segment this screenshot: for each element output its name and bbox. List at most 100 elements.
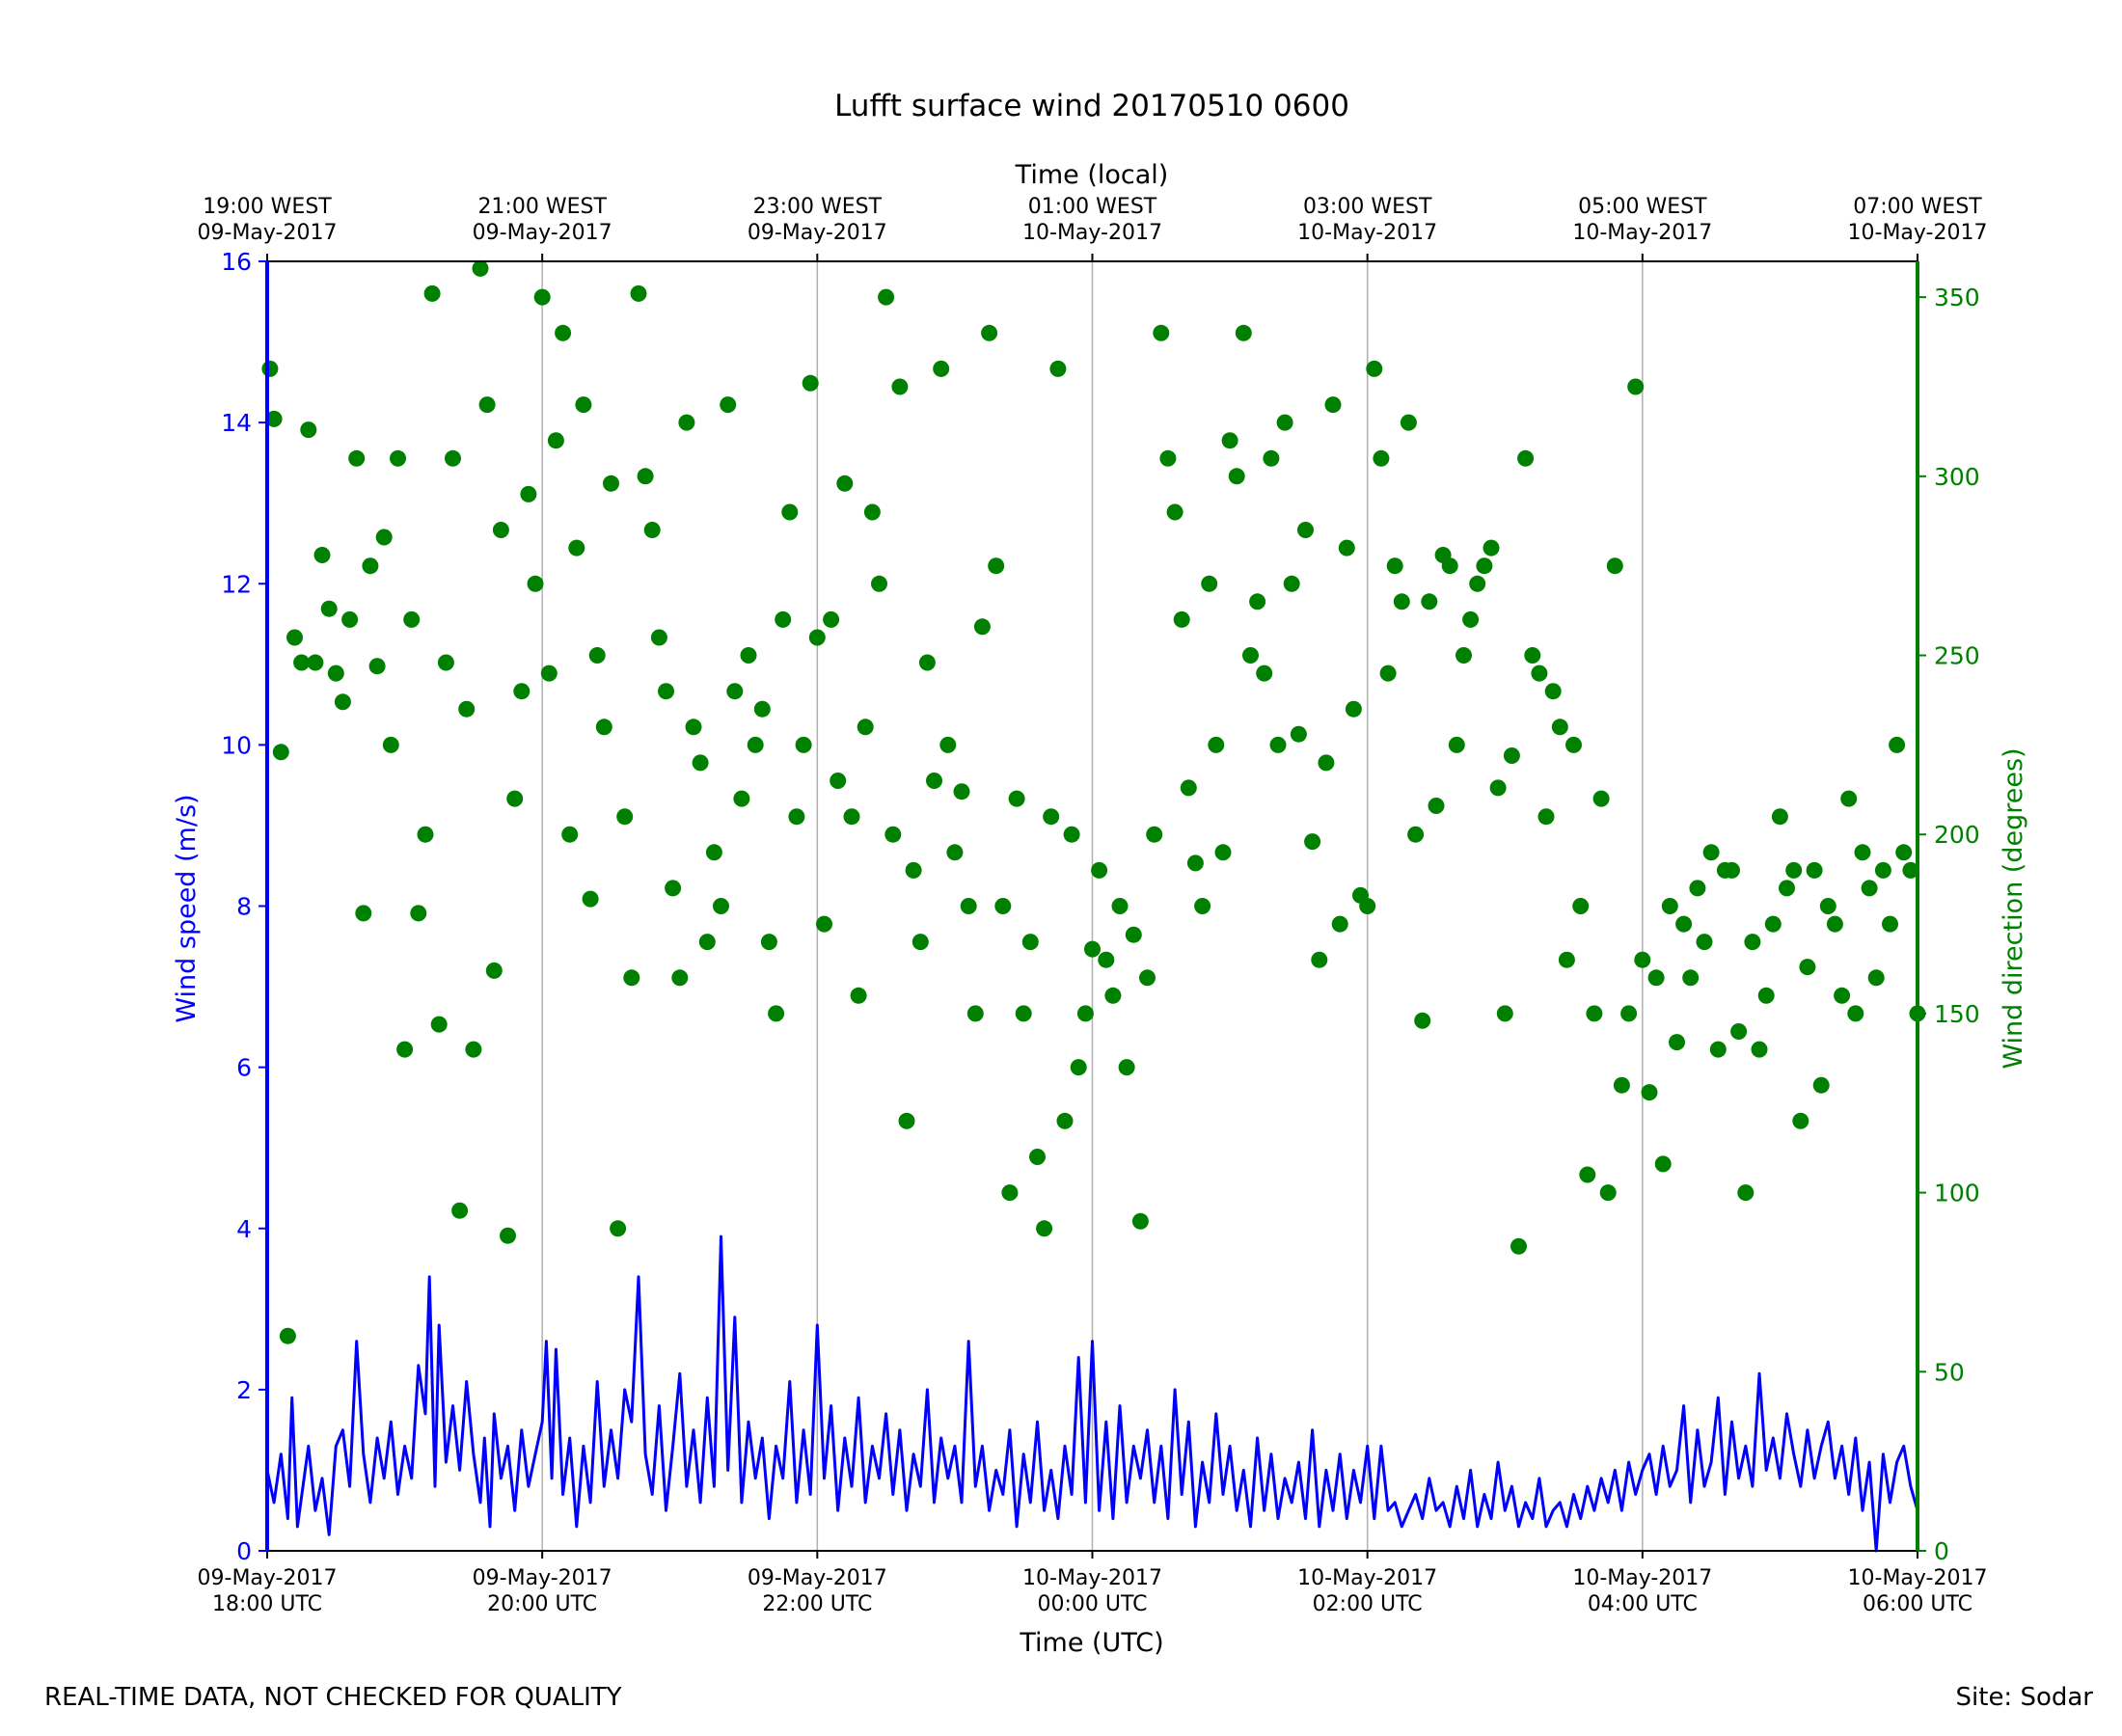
wind-direction-point bbox=[1847, 1005, 1864, 1022]
wind-direction-point bbox=[533, 288, 551, 306]
wind-direction-point bbox=[1806, 861, 1823, 879]
wind-direction-point bbox=[1139, 969, 1156, 987]
wind-direction-point bbox=[1606, 557, 1623, 575]
site-label: Site: Sodar bbox=[1955, 1683, 2093, 1712]
wind-direction-point bbox=[327, 665, 344, 682]
wind-direction-point bbox=[1565, 736, 1582, 753]
top-tick-label-time: 07:00 WEST bbox=[1853, 195, 1982, 219]
wind-direction-point bbox=[1641, 1084, 1658, 1101]
wind-direction-point bbox=[1579, 1166, 1596, 1183]
top-tick-label-time: 21:00 WEST bbox=[477, 195, 607, 219]
wind-direction-point bbox=[1771, 808, 1788, 826]
left-tick-label: 10 bbox=[221, 731, 252, 759]
wind-direction-point bbox=[1036, 1220, 1053, 1237]
wind-direction-point bbox=[1290, 725, 1307, 743]
wind-direction-point bbox=[1153, 324, 1170, 341]
left-tick-label: 12 bbox=[221, 570, 252, 598]
wind-direction-point bbox=[1620, 1005, 1638, 1022]
wind-direction-point bbox=[1318, 754, 1335, 772]
wind-direction-point bbox=[437, 654, 454, 671]
wind-direction-point bbox=[472, 259, 489, 277]
wind-direction-point bbox=[775, 610, 792, 628]
wind-direction-point bbox=[1304, 833, 1321, 851]
wind-direction-point bbox=[1098, 951, 1115, 968]
wind-direction-point bbox=[1049, 360, 1067, 377]
wind-direction-point bbox=[678, 414, 695, 431]
wind-direction-point bbox=[650, 629, 667, 646]
wind-direction-point bbox=[410, 905, 427, 922]
wind-direction-point bbox=[1221, 432, 1238, 449]
wind-direction-point bbox=[808, 629, 826, 646]
wind-direction-point bbox=[823, 610, 840, 628]
wind-direction-point bbox=[1476, 557, 1493, 575]
bottom-tick-label-date: 09-May-2017 bbox=[473, 1566, 612, 1590]
wind-direction-point bbox=[417, 826, 434, 843]
top-tick-label-date: 09-May-2017 bbox=[473, 221, 612, 245]
wind-direction-point bbox=[1400, 414, 1417, 431]
wind-direction-point bbox=[973, 618, 991, 636]
wind-direction-point bbox=[1441, 557, 1458, 575]
wind-direction-point bbox=[740, 647, 757, 664]
top-tick-label-time: 05:00 WEST bbox=[1578, 195, 1707, 219]
wind-direction-point bbox=[1118, 1059, 1135, 1076]
wind-direction-point bbox=[1854, 844, 1871, 861]
wind-speed-series bbox=[265, 1234, 1919, 1553]
wind-direction-point bbox=[1283, 575, 1300, 592]
wind-direction-point bbox=[781, 503, 799, 521]
wind-direction-point bbox=[382, 736, 399, 753]
wind-direction-point bbox=[1249, 593, 1266, 610]
wind-direction-point bbox=[313, 547, 331, 563]
wind-direction-point bbox=[513, 683, 530, 700]
wind-direction-point bbox=[1366, 360, 1383, 377]
wind-direction-point bbox=[1021, 934, 1039, 951]
wind-direction-point bbox=[1001, 1184, 1019, 1202]
right-tick-label: 100 bbox=[1934, 1180, 1980, 1207]
wind-direction-point bbox=[1895, 844, 1913, 861]
wind-direction-point bbox=[492, 522, 509, 538]
wind-direction-point bbox=[1599, 1184, 1617, 1202]
wind-direction-point bbox=[692, 754, 709, 772]
wind-direction-point bbox=[1414, 1012, 1431, 1029]
top-tick-label-date: 10-May-2017 bbox=[1297, 221, 1437, 245]
wind-direction-point bbox=[1696, 934, 1713, 951]
wind-direction-point bbox=[293, 654, 311, 671]
wind-direction-point bbox=[720, 396, 737, 414]
wind-direction-point bbox=[1489, 779, 1507, 797]
wind-direction-point bbox=[334, 693, 351, 711]
wind-direction-point bbox=[1669, 1034, 1685, 1051]
wind-direction-point bbox=[1324, 396, 1342, 414]
wind-direction-point bbox=[643, 522, 661, 538]
wind-direction-point bbox=[747, 736, 764, 753]
top-tick-label-time: 01:00 WEST bbox=[1028, 195, 1157, 219]
wind-direction-point bbox=[1462, 610, 1480, 628]
wind-direction-point bbox=[547, 432, 564, 449]
wind-direction-point bbox=[1654, 1155, 1672, 1173]
bottom-tick-label-date: 10-May-2017 bbox=[1297, 1566, 1437, 1590]
wind-direction-point bbox=[300, 421, 317, 439]
wind-direction-point bbox=[1228, 468, 1245, 485]
wind-direction-point bbox=[478, 396, 496, 414]
wind-direction-point bbox=[1015, 1005, 1032, 1022]
wind-direction-point bbox=[795, 736, 812, 753]
wind-direction-point bbox=[1819, 898, 1836, 914]
wind-direction-point bbox=[884, 826, 902, 843]
wind-direction-point bbox=[1331, 915, 1348, 933]
wind-direction-point bbox=[1091, 861, 1108, 879]
wind-direction-point bbox=[760, 934, 777, 951]
wind-direction-point bbox=[788, 808, 805, 826]
wind-direction-point bbox=[1338, 539, 1355, 556]
wind-direction-point bbox=[403, 610, 421, 628]
wind-direction-point bbox=[891, 378, 909, 395]
bottom-tick-label-time: 00:00 UTC bbox=[1037, 1592, 1147, 1616]
wind-direction-point bbox=[911, 934, 929, 951]
wind-direction-point bbox=[698, 934, 716, 951]
wind-direction-point bbox=[1146, 826, 1163, 843]
wind-direction-point bbox=[265, 410, 283, 427]
wind-direction-point bbox=[610, 1220, 627, 1237]
top-tick-label-date: 10-May-2017 bbox=[1848, 221, 1988, 245]
wind-direction-point bbox=[1544, 683, 1562, 700]
wind-direction-point bbox=[1194, 898, 1211, 914]
wind-direction-point bbox=[1647, 969, 1665, 987]
wind-direction-point bbox=[1834, 987, 1851, 1004]
